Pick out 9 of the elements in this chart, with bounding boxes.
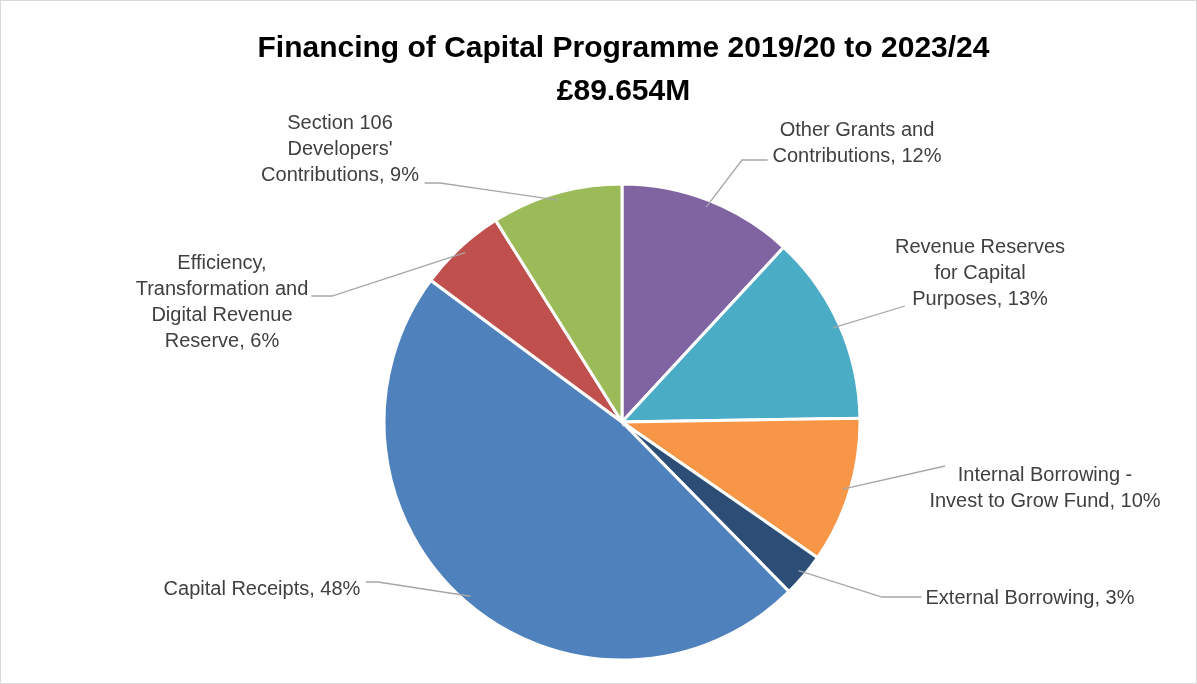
slice-label: Revenue Reserves for Capital Purposes, 13% <box>894 235 1066 309</box>
slice-label: Capital Receipts, 48% <box>163 577 361 599</box>
slice-label: Internal Borrowing - Invest to Grow Fund, 10% <box>929 463 1161 511</box>
slice-label: Efficiency, Transformation and Digital Revenue Reserve, 6% <box>135 251 309 351</box>
chart-subtitle: £89.654M <box>556 73 691 106</box>
slice-label: Section 106 Developers' Contributions, 9% <box>261 111 420 185</box>
slice-label: External Borrowing, 3% <box>925 586 1135 608</box>
chart-title: Financing of Capital Programme 2019/20 to 2023/24 <box>257 30 990 63</box>
slice-label: Other Grants and Contributions, 12% <box>772 118 942 166</box>
